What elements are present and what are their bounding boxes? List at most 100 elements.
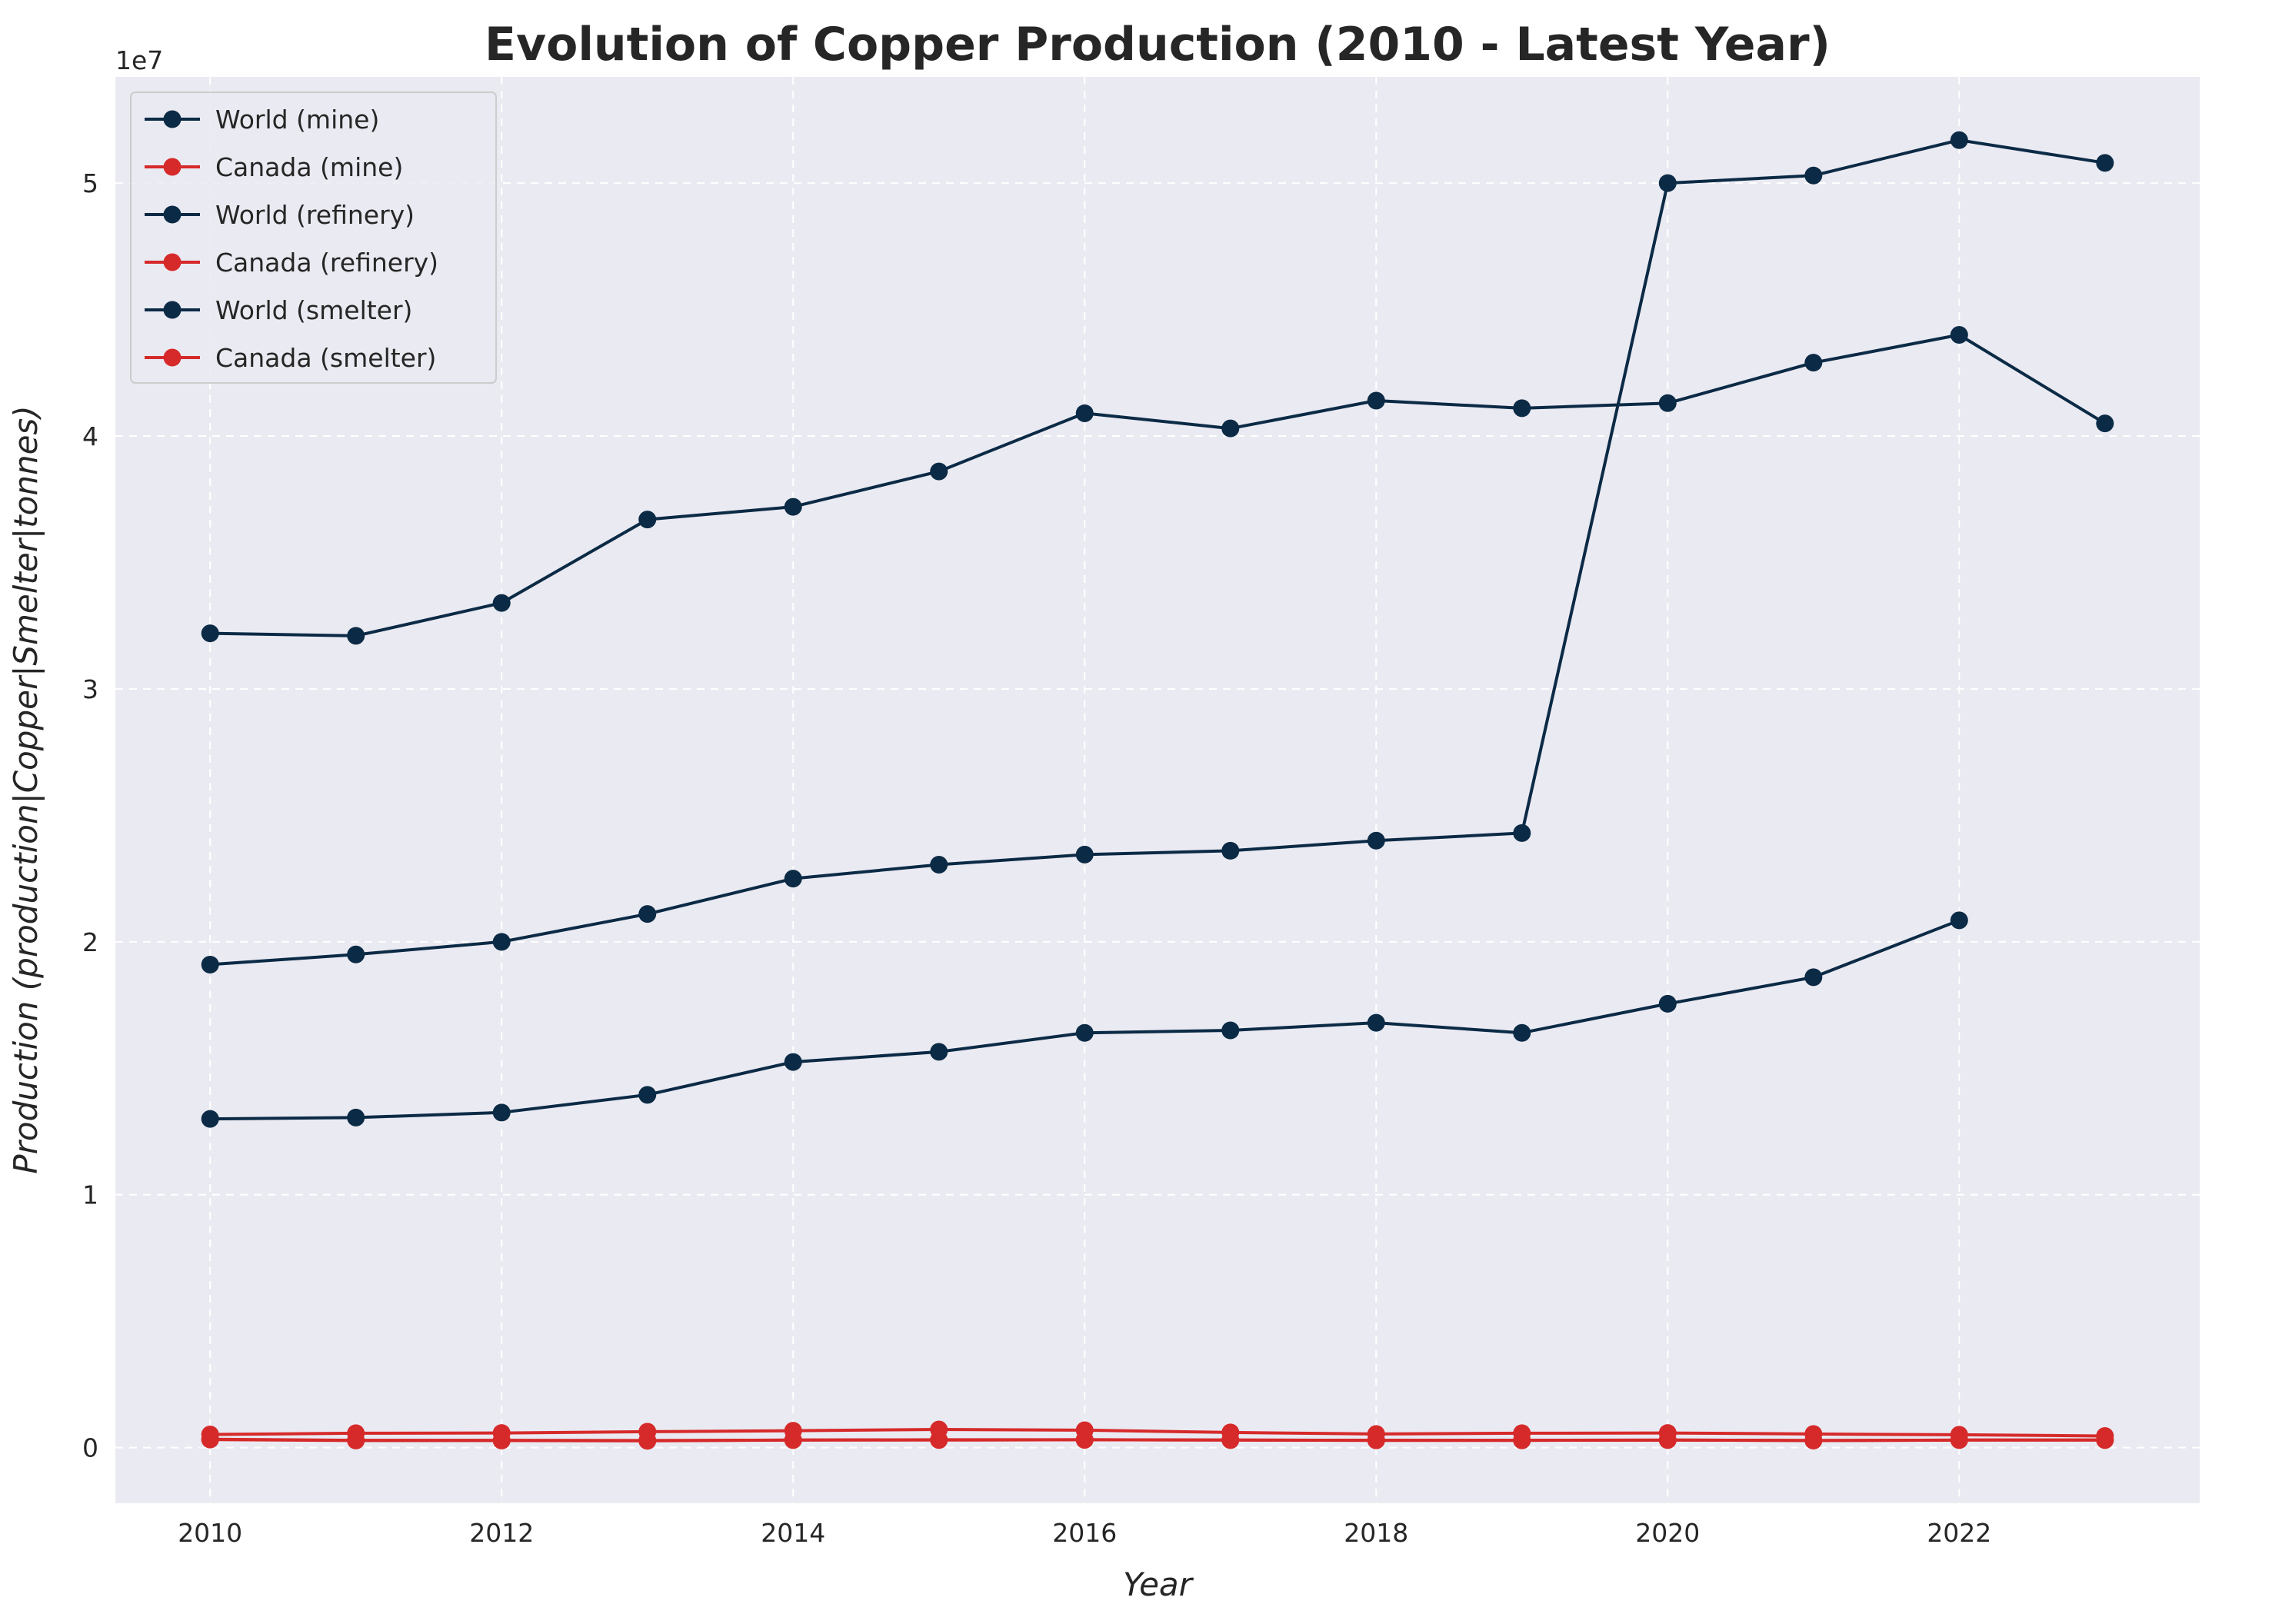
data-point <box>347 1108 365 1126</box>
data-point <box>930 462 948 481</box>
legend-marker <box>163 253 182 271</box>
data-point <box>638 1086 657 1104</box>
data-point <box>638 511 657 529</box>
legend: World (mine) Canada (mine) World (refinery… <box>130 92 497 384</box>
data-point <box>201 624 219 643</box>
data-point <box>492 1431 511 1449</box>
data-point <box>1804 1431 1823 1449</box>
data-point <box>930 1430 948 1449</box>
data-point <box>784 498 802 516</box>
y-axis-ticks: 0 1 2 3 4 5 <box>82 168 98 1463</box>
data-point <box>1658 394 1677 412</box>
data-point <box>492 1103 511 1122</box>
data-point <box>1367 391 1385 410</box>
data-point <box>1075 845 1094 864</box>
series-layer <box>201 131 2114 1450</box>
x-tick-label: 2012 <box>469 1518 534 1548</box>
x-tick-label: 2018 <box>1344 1518 1408 1548</box>
data-point <box>1804 968 1823 987</box>
data-point <box>1950 131 1968 149</box>
legend-label: World (smelter) <box>215 295 412 325</box>
legend-marker <box>163 301 182 319</box>
data-point <box>1513 399 1531 418</box>
data-point <box>784 1431 802 1449</box>
data-point <box>1950 1431 1968 1449</box>
data-point <box>1367 1013 1385 1032</box>
y-tick-label: 5 <box>82 168 98 198</box>
y-tick-label: 2 <box>82 927 98 957</box>
data-point <box>1658 1431 1677 1449</box>
data-point <box>1221 1431 1240 1449</box>
data-point <box>2096 1431 2114 1449</box>
legend-marker <box>163 205 182 224</box>
data-point <box>2096 154 2114 172</box>
legend-label: World (refinery) <box>215 200 415 230</box>
series-line <box>210 333 2106 637</box>
data-point <box>201 1110 219 1128</box>
legend-item: Canada (mine) <box>145 152 403 182</box>
chart-title: Evolution of Copper Production (2010 - L… <box>485 18 1831 72</box>
x-axis-label: Year <box>1123 1566 1194 1603</box>
data-point <box>1950 325 1968 344</box>
legend-label: Canada (mine) <box>215 152 403 182</box>
series-line <box>210 138 2106 967</box>
data-point <box>1804 166 1823 185</box>
x-tick-label: 2016 <box>1052 1518 1117 1548</box>
series-4 <box>201 325 2114 645</box>
y-axis-label: Production (production|Copper|Smelter|to… <box>7 405 45 1173</box>
legend-item: World (mine) <box>145 105 379 135</box>
data-point <box>784 1053 802 1071</box>
y-tick-label: 1 <box>82 1180 98 1210</box>
data-point <box>638 905 657 923</box>
legend-item: Canada (smelter) <box>145 343 436 373</box>
data-point <box>2096 414 2114 433</box>
data-point <box>1367 831 1385 850</box>
data-point <box>347 1431 365 1449</box>
y-tick-label: 4 <box>82 421 98 451</box>
data-point <box>1075 1430 1094 1449</box>
series-5 <box>201 1430 2114 1449</box>
series-line <box>210 1437 2105 1443</box>
data-point <box>1658 174 1677 192</box>
x-tick-label: 2020 <box>1635 1518 1700 1548</box>
data-point <box>1075 1023 1094 1042</box>
x-tick-label: 2022 <box>1927 1518 1991 1548</box>
data-point <box>784 870 802 888</box>
series-line <box>210 1428 2105 1438</box>
legend-label: World (mine) <box>215 105 379 135</box>
legend-item: World (smelter) <box>145 295 412 325</box>
data-point <box>930 1043 948 1061</box>
data-point <box>492 933 511 951</box>
x-axis-ticks: 2010 2012 2014 2016 2018 2020 2022 <box>178 1518 1991 1548</box>
data-point <box>1513 1023 1531 1042</box>
data-point <box>930 856 948 874</box>
series-2 <box>201 131 2114 973</box>
legend-marker <box>163 110 182 128</box>
legend-box <box>130 92 497 384</box>
data-point <box>1075 404 1094 422</box>
data-point <box>1367 1431 1385 1449</box>
y-axis-offset-label: 1e7 <box>115 45 163 75</box>
data-point <box>1221 419 1240 438</box>
data-point <box>1513 824 1531 842</box>
legend-item: World (refinery) <box>145 200 415 230</box>
x-tick-label: 2010 <box>178 1518 242 1548</box>
data-point <box>347 627 365 645</box>
data-point <box>201 955 219 973</box>
data-point <box>1221 841 1240 860</box>
y-tick-label: 3 <box>82 674 98 704</box>
legend-label: Canada (smelter) <box>215 343 436 373</box>
y-tick-label: 0 <box>82 1433 98 1463</box>
legend-marker <box>163 348 182 367</box>
legend-item: Canada (refinery) <box>145 248 438 278</box>
data-point <box>1658 994 1677 1013</box>
data-point <box>1221 1021 1240 1040</box>
data-point <box>638 1431 657 1449</box>
data-point <box>347 945 365 963</box>
data-point <box>492 594 511 612</box>
x-tick-label: 2014 <box>761 1518 825 1548</box>
series-0 <box>201 911 1968 1128</box>
data-point <box>1950 911 1968 930</box>
legend-marker <box>163 158 182 176</box>
